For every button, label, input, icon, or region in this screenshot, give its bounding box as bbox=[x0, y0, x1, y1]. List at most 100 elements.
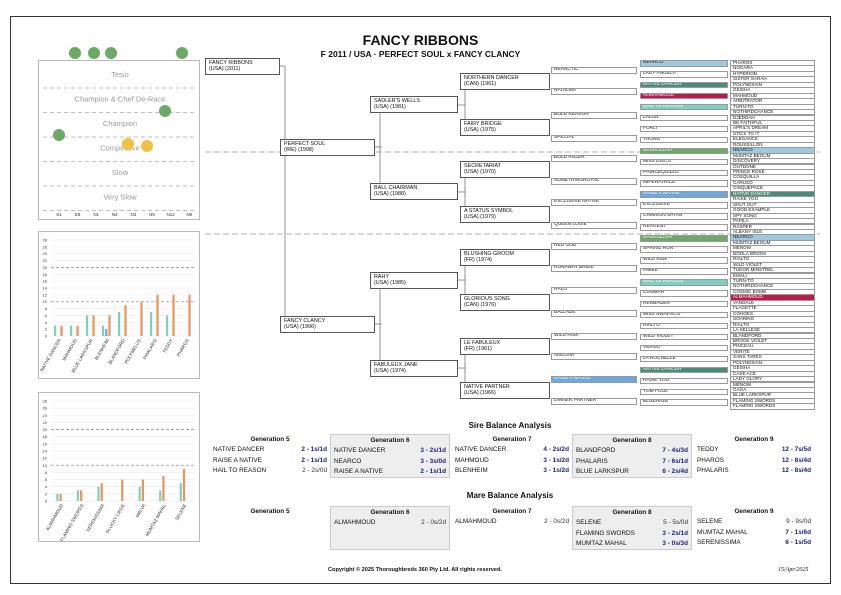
gen4-box[interactable]: NATALMA bbox=[551, 88, 637, 95]
balance-value: 6 - 1s/5d bbox=[785, 539, 811, 546]
gen3-box[interactable]: LE FABULEUX (FR) (1961) bbox=[460, 338, 550, 355]
gen3-box[interactable]: FAIRY BRIDGE (USA) (1975) bbox=[460, 119, 550, 136]
horse-info: (USA) (1985) bbox=[374, 280, 406, 287]
gen4-box[interactable]: SOMETHINGROYAL bbox=[551, 178, 637, 185]
gen5-box[interactable]: COSMAH bbox=[640, 289, 728, 297]
dosage-marker bbox=[176, 47, 188, 59]
gen4-box[interactable]: WILD RISK bbox=[551, 333, 637, 340]
gen5-box[interactable]: WILD VIOLET bbox=[640, 333, 728, 341]
gen3-box[interactable]: NORTHERN DANCER (CAN) (1961) bbox=[460, 73, 550, 90]
subject-horse[interactable]: FANCY RIBBONS (USA) (2011) bbox=[205, 58, 280, 75]
gen2-box[interactable]: SADLER'S WELLS (USA) (1981) bbox=[370, 96, 458, 113]
gen5-box[interactable]: NATIVE DANCER bbox=[640, 366, 728, 374]
horse-name: BLUE LARKSPUR bbox=[576, 468, 629, 475]
balance-row: BLENHEIM 3 - 1s/2d bbox=[452, 466, 572, 477]
gen3-box[interactable]: NATIVE PARTNER (USA) (1966) bbox=[460, 382, 550, 399]
gen5-box[interactable]: FORLI bbox=[640, 125, 728, 133]
copyright-text: Copyright © 2025 Thoroughbreds 360 Pty L… bbox=[328, 567, 502, 573]
gen4-box[interactable]: RUNAWAY BRIDE bbox=[551, 265, 637, 272]
gen3-box[interactable]: GLORIOUS SONG (CAN) (1976) bbox=[460, 294, 550, 311]
horse-name: ALMAHMOUD bbox=[334, 519, 376, 526]
gen5-box[interactable]: LADY ANGELA bbox=[640, 70, 728, 78]
dosage-point bbox=[53, 129, 65, 141]
balance-value: 7 - 1s/6d bbox=[785, 528, 811, 536]
gen5-box[interactable]: WILD RISK bbox=[640, 257, 728, 264]
gen5-box[interactable]: PRINCEQUILLO bbox=[640, 169, 728, 177]
balance-generation: Generation 8 SELENE 5 - 5s/0d FLAMING SWORD… bbox=[572, 506, 692, 550]
y-tick-label: 12 bbox=[43, 456, 48, 461]
mare-bar-chart: 0246810121416182022242628ALMAHMOUDFLAMIN… bbox=[43, 399, 195, 542]
gen4-box[interactable]: EXCLUSIVE NATIVE bbox=[551, 199, 637, 206]
gen4-box[interactable]: BOLD REASON bbox=[551, 112, 637, 119]
gen6-box[interactable]: FLAMING SWORDS bbox=[730, 403, 815, 410]
sire-dam-box[interactable]: FANCY CLANCY (USA) (1996) bbox=[280, 316, 375, 333]
bar bbox=[159, 490, 162, 501]
bar bbox=[182, 468, 186, 501]
horse-info: (USA) (1988) bbox=[374, 191, 406, 198]
gen5-box[interactable]: NEARCO bbox=[640, 60, 728, 67]
gen4-box[interactable]: ANGUAR bbox=[551, 353, 637, 360]
sire-dam-box[interactable]: PERFECT SOUL (IRE) (1998) bbox=[280, 139, 375, 156]
gen2-box[interactable]: FABULEUX JANE (USA) (1974) bbox=[370, 360, 458, 377]
gen5-box[interactable]: IMPERATRICE bbox=[640, 180, 728, 188]
gen5-box[interactable]: ALMAHMOUD bbox=[640, 92, 728, 100]
gen4-box[interactable]: NEARCTIC bbox=[551, 67, 637, 74]
gen5-box[interactable]: RAISE A NATIVE bbox=[640, 191, 728, 198]
gen5-box[interactable]: RAISE YOU bbox=[640, 377, 728, 385]
horse-name: FAIRY BRIDGE bbox=[464, 121, 502, 127]
bar bbox=[76, 490, 80, 501]
balance-row: RAISE A NATIVE 2 - 1s/1d bbox=[210, 456, 330, 467]
balance-value: 7 - 6s/1d bbox=[662, 457, 688, 465]
gen5-box[interactable]: BLUEHAZE bbox=[640, 399, 728, 407]
bar bbox=[100, 483, 103, 501]
gen4-box[interactable]: RAISE A NATIVE bbox=[551, 376, 637, 383]
gen4-box[interactable]: HALO bbox=[551, 287, 637, 294]
y-tick-label: 8 bbox=[45, 306, 48, 311]
gen5-box[interactable]: EXCLUSIVE bbox=[640, 202, 728, 209]
gen3-box[interactable]: SECRETARIAT (USA) (1970) bbox=[460, 161, 550, 178]
balance-row: NATIVE DANCER 4 - 2s/2d bbox=[452, 445, 572, 456]
gen5-box[interactable]: MISS SWAPSCO bbox=[640, 311, 728, 319]
gen5-box[interactable]: RIALTO bbox=[640, 322, 728, 330]
gen5-box[interactable]: VERSO bbox=[640, 344, 728, 352]
y-tick-label: 16 bbox=[43, 441, 48, 446]
gen3-box[interactable]: A STATUS SYMBOL (USA) (1979) bbox=[460, 206, 550, 223]
gen4-box[interactable]: SPECIAL bbox=[551, 135, 637, 142]
gen5-box[interactable]: MISS DISCO bbox=[640, 158, 728, 166]
gen3-box[interactable]: BLUSHING GROOM (FR) (1974) bbox=[460, 249, 550, 266]
gen5-box[interactable]: REAGENT bbox=[640, 224, 728, 231]
gen5-box[interactable]: THONG bbox=[640, 136, 728, 144]
gen5-box[interactable]: NASRULLAH bbox=[640, 147, 728, 155]
gen5-box[interactable]: AIMEE bbox=[640, 268, 728, 275]
gen5-box[interactable]: SPRING RUN bbox=[640, 246, 728, 253]
gen5-box[interactable]: HAIL TO REASON bbox=[640, 279, 728, 286]
gen2-box[interactable]: BALL CHAIRMAN (USA) (1988) bbox=[370, 183, 458, 200]
gen4-box[interactable]: BALLADE bbox=[551, 310, 637, 317]
gen5-box[interactable]: NATIVE DANCER bbox=[640, 81, 728, 89]
balance-row: MAHMOUD 3 - 1s/2d bbox=[452, 456, 572, 467]
balance-row: ALMAHMOUD 2 - 0s/2d bbox=[452, 517, 572, 528]
horse-name: BLUSHING GROOM bbox=[464, 251, 515, 257]
gen5-box[interactable]: HERBAGER bbox=[640, 300, 728, 308]
generation-header: Generation 8 bbox=[612, 509, 652, 516]
dosage-marker bbox=[69, 47, 81, 59]
gen5-box[interactable]: NASRULLAH bbox=[640, 235, 728, 242]
gen5-box[interactable]: HAIL TO REASON bbox=[640, 103, 728, 111]
dosage-category-label: Slow bbox=[112, 168, 129, 177]
y-tick-label: 20 bbox=[43, 265, 48, 270]
gen5-box[interactable]: TOM FOOL bbox=[640, 388, 728, 396]
gen4-box[interactable]: RED GOD bbox=[551, 243, 637, 250]
balance-row: PHAROS 12 - 8s/4d bbox=[694, 456, 814, 467]
gen5-box[interactable]: LA ROCHELLE bbox=[640, 355, 728, 363]
balance-row: PHALARIS 12 - 8s/4d bbox=[694, 466, 814, 477]
horse-info: (USA) (1966) bbox=[464, 390, 496, 397]
balance-row: SELENE 9 - 9s/0d bbox=[694, 517, 814, 528]
gen4-box[interactable]: QUEEN LOUIE bbox=[551, 222, 637, 229]
gen5-box[interactable]: CRIMSON SATAN bbox=[640, 213, 728, 220]
dosage-x-label: S1 bbox=[56, 212, 62, 217]
gen2-box[interactable]: RAHY (USA) (1985) bbox=[370, 272, 458, 289]
gen5-box[interactable]: LALUN bbox=[640, 114, 728, 122]
gen4-box[interactable]: BOLD RULER bbox=[551, 155, 637, 162]
gen4-box[interactable]: DINNER PARTNER bbox=[551, 398, 637, 405]
bar bbox=[156, 294, 159, 336]
